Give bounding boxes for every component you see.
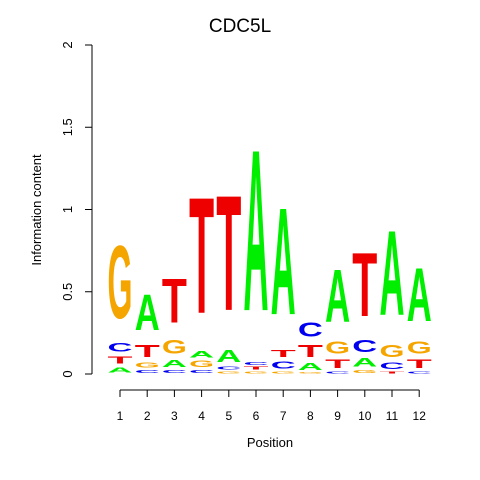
- logo-letter-a: A: [189, 350, 214, 360]
- x-tick-label: 9: [334, 409, 341, 423]
- logo-letter-c: C: [380, 361, 405, 371]
- logo-letter-c: C: [216, 366, 241, 371]
- x-tick-label: 12: [413, 409, 427, 423]
- logo-letter-a: A: [407, 251, 432, 337]
- x-tick-label: 2: [144, 409, 151, 423]
- logo-letter-c: C: [244, 361, 269, 366]
- logo-letter-a: A: [380, 206, 405, 341]
- x-tick-label: 8: [307, 409, 314, 423]
- logo-letter-a: A: [108, 366, 133, 374]
- y-tick-label: 1: [60, 206, 75, 213]
- logo-letter-a: A: [298, 361, 323, 372]
- logo-letter-g: G: [244, 371, 269, 374]
- x-tick-label: 10: [358, 409, 372, 423]
- logo-letter-c: C: [108, 342, 133, 355]
- y-tick-label: 0: [60, 370, 75, 377]
- logo-letter-c: C: [271, 360, 296, 371]
- logo-letter-t: T: [216, 162, 241, 346]
- logo-letter-c: C: [162, 369, 187, 374]
- logo-letter-a: A: [325, 255, 350, 338]
- logo-letter-t: T: [189, 163, 214, 348]
- logo-letter-t: T: [325, 358, 351, 371]
- logo-letter-g: G: [298, 372, 323, 374]
- logo-letter-g: G: [352, 369, 377, 374]
- y-tick-label: 1.5: [60, 118, 75, 136]
- x-axis-label: Position: [247, 435, 293, 450]
- logo-letter-c: C: [135, 369, 160, 374]
- logo-letter-a: A: [244, 102, 269, 359]
- logo-letter-g: G: [135, 361, 160, 369]
- x-tick-label: 6: [253, 409, 260, 423]
- logo-letter-g: G: [325, 339, 350, 358]
- logo-letter-a: A: [352, 356, 377, 369]
- logo-letter-g: G: [162, 336, 187, 358]
- logo-letter-t: T: [244, 366, 269, 371]
- logo-letter-g: G: [271, 371, 296, 374]
- logo-letter-t: T: [380, 371, 405, 374]
- logo-letter-c: C: [189, 369, 214, 374]
- logo-letter-c: C: [407, 371, 432, 374]
- logo-letter-c: C: [352, 336, 377, 356]
- logo-letter-t: T: [352, 234, 377, 336]
- x-tick-label: 4: [198, 409, 205, 423]
- logo-letter-t: T: [162, 266, 187, 336]
- logo-letter-g: G: [380, 342, 405, 361]
- y-tick-label: 2: [60, 41, 75, 48]
- y-axis-label: Information content: [29, 154, 44, 266]
- logo-letter-g: G: [216, 371, 241, 374]
- logo-letter-a: A: [216, 346, 241, 366]
- logo-letter-g: G: [407, 339, 432, 358]
- x-tick-label: 5: [225, 409, 232, 423]
- x-axis: 1 2 3 4 5 6 7 8 9 10 11 12: [117, 389, 427, 423]
- logo-letter-c: C: [325, 371, 350, 374]
- logo-letter-a: A: [162, 358, 187, 369]
- x-tick-label: 3: [171, 409, 178, 423]
- chart-title: CDC5L: [209, 16, 271, 37]
- logo-letter-a: A: [135, 284, 160, 341]
- logo-letter-t: T: [271, 348, 296, 359]
- x-tick-label: 7: [280, 409, 287, 423]
- logo-letter-g: G: [108, 225, 133, 341]
- logo-letter-g: G: [189, 359, 214, 369]
- y-tick-label: 0.5: [60, 283, 75, 301]
- plot-area: ATCGCGTACAGTCGATGCATGTCAGCTAGATCCTGAGACT…: [108, 102, 433, 374]
- logo-letter-t: T: [298, 341, 323, 361]
- logo-letter-a: A: [271, 178, 296, 348]
- x-tick-label: 11: [386, 409, 399, 423]
- logo-letter-c: C: [298, 319, 323, 342]
- y-axis: 0 0.5 1 1.5 2: [60, 41, 93, 378]
- logo-letter-t: T: [135, 341, 160, 361]
- logo-letter-t: T: [108, 355, 133, 366]
- logo-letter-t: T: [407, 358, 433, 371]
- x-tick-label: 1: [117, 409, 124, 423]
